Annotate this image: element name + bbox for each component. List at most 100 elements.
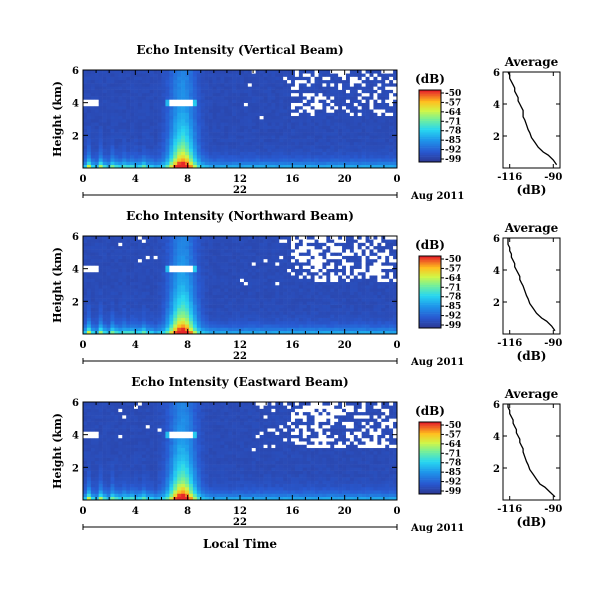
heatmap-cell: [94, 317, 99, 322]
heatmap-cell: [251, 79, 256, 84]
heatmap-cell: [90, 304, 96, 309]
heatmap-cell: [208, 76, 213, 81]
heatmap-cell: [134, 73, 139, 77]
heatmap-cell: [369, 245, 374, 250]
heatmap-cell: [373, 271, 378, 276]
heatmap-cell: [216, 151, 221, 156]
heatmap-cell: [338, 298, 343, 302]
heatmap-cell: [302, 102, 308, 107]
heatmap-cell: [165, 105, 170, 110]
heatmap-cell: [357, 141, 362, 146]
heatmap-cell: [165, 83, 170, 87]
heatmap-cell: [236, 236, 241, 240]
heatmap-cell: [220, 249, 225, 253]
heatmap-cell: [141, 125, 147, 130]
heatmap-cell: [361, 291, 366, 296]
heatmap-cell: [385, 76, 390, 81]
heatmap-cell: [106, 239, 111, 243]
heatmap-cell: [141, 109, 147, 113]
heatmap-cell: [361, 141, 366, 146]
heatmap-cell: [169, 236, 174, 240]
heatmap-cell: [342, 105, 347, 110]
heatmap-cell: [220, 105, 225, 110]
heatmap-cell: [106, 291, 111, 296]
heatmap-cell: [204, 125, 209, 130]
heatmap-cell: [259, 76, 264, 81]
heatmap-cell: [122, 330, 127, 335]
heatmap-cell: [294, 70, 300, 74]
heatmap-cell: [314, 317, 319, 322]
heatmap-cell: [83, 154, 88, 159]
heatmap-cell: [361, 138, 366, 143]
heatmap-cell: [126, 79, 131, 84]
heatmap-cell: [318, 96, 323, 100]
heatmap-cell: [318, 86, 323, 90]
heatmap-cell: [94, 138, 99, 143]
heatmap-cell: [122, 265, 127, 269]
heatmap-cell: [157, 158, 162, 162]
heatmap-cell: [322, 125, 327, 130]
heatmap-cell: [177, 265, 182, 269]
heatmap-cell: [393, 301, 398, 305]
heatmap-cell: [165, 128, 170, 133]
heatmap-cell: [153, 151, 158, 156]
heatmap-cell: [126, 148, 131, 152]
heatmap-cell: [149, 268, 154, 273]
heatmap-cell: [208, 249, 213, 253]
heatmap-cell: [153, 307, 158, 312]
heatmap-cell: [326, 109, 331, 113]
heatmap-cell: [393, 115, 398, 120]
heatmap-cell: [294, 161, 300, 166]
heatmap-cell: [232, 324, 237, 328]
heatmap-cell: [118, 135, 123, 139]
heatmap-cell: [365, 83, 370, 87]
colorbar-segment: [419, 129, 441, 132]
heatmap-cell: [185, 92, 190, 97]
heatmap-cell: [149, 320, 154, 325]
heatmap-cell: [247, 138, 253, 143]
heatmap-cell: [232, 285, 237, 289]
heatmap-cell: [345, 275, 351, 279]
heatmap-cell: [294, 281, 300, 286]
heatmap-cell: [310, 112, 315, 117]
heatmap-cell: [122, 112, 127, 117]
heatmap-cell: [181, 317, 186, 322]
heatmap-cell: [188, 291, 194, 296]
heatmap-cell: [267, 122, 272, 126]
heatmap-cell: [90, 125, 96, 130]
heatmap-cell: [102, 288, 107, 292]
heatmap-cell: [314, 324, 319, 328]
heatmap-cell: [298, 245, 304, 250]
heatmap-cell: [243, 258, 249, 263]
heatmap-cell: [338, 76, 343, 81]
heatmap-cell: [240, 70, 245, 74]
heatmap-cell: [145, 327, 151, 332]
heatmap-cell: [267, 304, 272, 309]
heatmap-cell: [279, 268, 284, 273]
heatmap-cell: [224, 255, 229, 260]
heatmap-cell: [243, 317, 249, 322]
heatmap-cell: [275, 252, 280, 256]
heatmap-cell: [381, 268, 386, 273]
heatmap-cell: [326, 307, 331, 312]
heatmap-cell: [204, 145, 209, 149]
heatmap-cell: [83, 320, 88, 325]
heatmap-cell: [267, 258, 272, 263]
heatmap-cell: [134, 258, 139, 263]
heatmap-cell: [306, 96, 311, 100]
heatmap-cell: [153, 132, 158, 136]
heatmap-cell: [318, 301, 323, 305]
colorbar-tick-label: -50: [445, 89, 461, 99]
heatmap-cell: [228, 294, 233, 299]
heatmap-cell: [357, 317, 362, 322]
heatmap-cell: [381, 109, 386, 113]
heatmap-cell: [157, 148, 162, 152]
heatmap-cell: [204, 128, 209, 133]
heatmap-cell: [94, 125, 99, 130]
heatmap-cell: [353, 330, 359, 335]
heatmap-cell: [236, 281, 241, 286]
heatmap-cell: [157, 109, 162, 113]
heatmap-cell: [275, 83, 280, 87]
heatmap-cell: [192, 112, 198, 117]
heatmap-cell: [334, 132, 339, 136]
